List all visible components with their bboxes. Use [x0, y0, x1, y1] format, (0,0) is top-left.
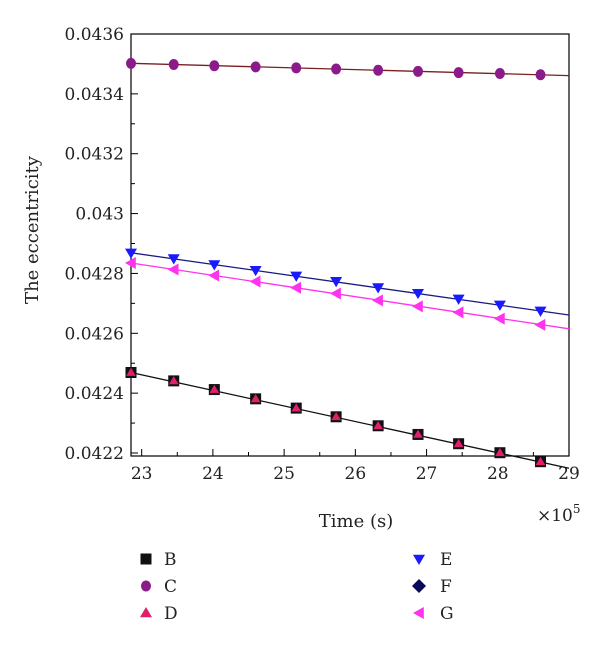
point-d	[495, 447, 505, 457]
legend-label-d: D	[164, 604, 178, 624]
point-d	[250, 394, 261, 403]
point-e	[534, 306, 547, 317]
x-tick-label: 28	[487, 464, 509, 484]
fit-lines	[130, 62, 570, 469]
legend-label-c: C	[164, 577, 177, 597]
legend-label-b: B	[164, 550, 177, 570]
point-d	[535, 456, 546, 466]
x-tick-label: 24	[202, 464, 224, 484]
legend-label-e: E	[440, 550, 452, 570]
point-c	[413, 65, 424, 77]
point-c	[373, 64, 384, 76]
y-axis: 0.0422 0.0424 0.0426 0.0428 0.043 0.0432 0.043…	[65, 25, 138, 464]
point-g	[452, 306, 464, 319]
point-e	[412, 288, 425, 300]
legend-marker-f	[412, 579, 426, 593]
legend-marker-c	[141, 580, 151, 592]
point-d	[453, 438, 464, 448]
point-g	[330, 287, 341, 300]
y-axis-title: The eccentricity	[22, 155, 43, 304]
y-tick-label: 0.0432	[65, 145, 124, 165]
point-c	[168, 59, 179, 71]
point-e	[452, 294, 465, 305]
point-g	[249, 275, 261, 288]
data-points	[125, 57, 547, 468]
y-tick-label: 0.043	[75, 205, 124, 225]
y-tick-label: 0.0424	[65, 384, 124, 404]
point-c	[331, 63, 342, 75]
y-tick-label: 0.0436	[65, 25, 124, 45]
point-e	[330, 277, 343, 288]
point-g	[167, 263, 179, 276]
legend-marker-b	[140, 553, 152, 565]
y-tick-label: 0.0428	[65, 264, 124, 284]
point-c	[494, 68, 505, 80]
point-g	[290, 281, 302, 294]
point-g	[372, 294, 383, 307]
x-axis-multiplier-base: ×10	[537, 506, 573, 526]
legend-label-g: G	[440, 604, 454, 624]
legend-marker-g	[413, 607, 424, 619]
point-g	[412, 300, 423, 313]
x-axis: 23 24 25 26 27 28 29	[131, 449, 580, 484]
y-tick-label: 0.0434	[65, 85, 124, 105]
x-axis-multiplier-exponent: 5	[573, 502, 581, 516]
point-d	[291, 403, 302, 412]
x-axis-title: Time (s)	[319, 511, 394, 532]
x-tick-label: 29	[558, 464, 580, 484]
point-d	[126, 367, 136, 376]
point-g	[125, 256, 136, 269]
fit-line-e	[130, 252, 570, 316]
x-tick-label: 23	[131, 464, 153, 484]
point-c	[291, 62, 302, 74]
legend-marker-d	[140, 607, 152, 618]
point-e	[290, 271, 303, 282]
x-tick-label: 25	[273, 464, 295, 484]
point-c	[209, 60, 220, 72]
legend-label-f: F	[440, 577, 452, 597]
point-c	[126, 57, 136, 69]
legend-marker-e	[413, 554, 425, 565]
plot-border	[130, 33, 570, 457]
point-d	[373, 420, 383, 430]
point-d	[168, 376, 179, 385]
point-c	[453, 67, 464, 79]
x-tick-label: 26	[345, 464, 367, 484]
point-e	[493, 300, 506, 311]
point-g	[493, 312, 505, 325]
point-e	[208, 260, 221, 271]
point-e	[372, 283, 385, 294]
legend: BCD EFG	[140, 550, 454, 624]
point-d	[413, 429, 423, 438]
x-tick-label: 27	[416, 464, 438, 484]
x-axis-multiplier: ×105	[537, 502, 581, 526]
y-tick-label: 0.0426	[65, 324, 124, 344]
point-g	[534, 318, 546, 331]
point-c	[535, 69, 546, 81]
point-c	[250, 61, 261, 73]
point-e	[125, 248, 137, 259]
point-e	[167, 254, 180, 265]
plot-frame	[130, 33, 570, 457]
point-e	[249, 265, 262, 277]
point-d	[209, 384, 220, 393]
point-d	[331, 411, 341, 421]
y-tick-label: 0.0422	[65, 444, 124, 464]
point-g	[208, 269, 220, 282]
